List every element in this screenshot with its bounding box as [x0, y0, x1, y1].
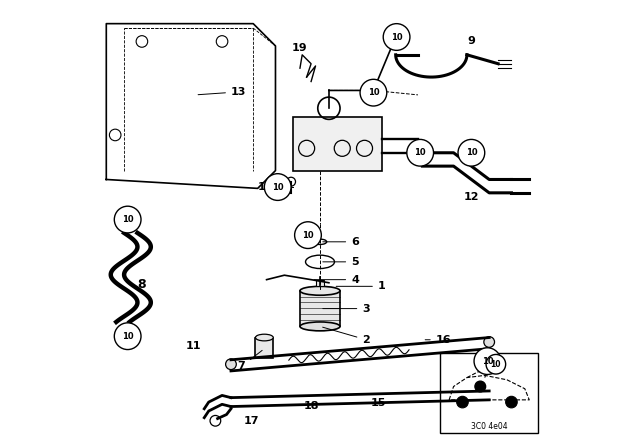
Text: 10: 10	[367, 88, 380, 97]
Circle shape	[506, 396, 517, 408]
Text: 9: 9	[467, 36, 476, 47]
Circle shape	[226, 359, 236, 370]
Text: 7: 7	[237, 350, 262, 371]
Text: 10: 10	[491, 360, 501, 369]
Text: 10: 10	[414, 148, 426, 157]
Circle shape	[115, 323, 141, 349]
Text: 16: 16	[425, 335, 451, 345]
Text: 10: 10	[481, 357, 493, 366]
Text: 8: 8	[138, 278, 146, 291]
Ellipse shape	[255, 334, 273, 341]
Text: 14: 14	[258, 182, 273, 192]
Text: 10: 10	[465, 148, 477, 157]
Text: 18: 18	[303, 401, 319, 411]
Circle shape	[360, 79, 387, 106]
Bar	[300, 291, 340, 327]
Text: 3C0 4e04: 3C0 4e04	[471, 422, 508, 431]
Ellipse shape	[300, 322, 340, 331]
Circle shape	[458, 139, 484, 166]
Text: 15: 15	[370, 398, 385, 409]
Circle shape	[383, 24, 410, 50]
FancyBboxPatch shape	[293, 117, 382, 171]
Text: 10: 10	[391, 33, 403, 42]
Text: 1: 1	[336, 281, 386, 291]
Circle shape	[407, 139, 433, 166]
Circle shape	[475, 381, 486, 392]
Circle shape	[474, 348, 500, 375]
Circle shape	[264, 174, 291, 200]
Text: 17: 17	[243, 416, 259, 426]
Text: 2: 2	[323, 327, 370, 345]
Text: 6: 6	[323, 237, 359, 247]
Text: 12: 12	[463, 192, 479, 202]
Text: 3: 3	[323, 304, 370, 314]
Circle shape	[486, 354, 506, 374]
Ellipse shape	[300, 286, 340, 295]
Text: 19: 19	[292, 43, 308, 53]
Text: 4: 4	[314, 275, 359, 284]
Text: 10: 10	[122, 332, 134, 340]
Text: 5: 5	[323, 257, 359, 267]
Text: 11: 11	[186, 341, 201, 351]
Circle shape	[457, 396, 468, 408]
Circle shape	[484, 336, 495, 347]
Circle shape	[115, 206, 141, 233]
Bar	[316, 280, 324, 286]
Text: 10: 10	[302, 231, 314, 240]
Text: 13: 13	[198, 87, 246, 97]
Bar	[255, 337, 273, 358]
Bar	[440, 353, 538, 433]
Text: 10: 10	[122, 215, 134, 224]
Circle shape	[294, 222, 321, 249]
Text: 10: 10	[272, 182, 284, 192]
